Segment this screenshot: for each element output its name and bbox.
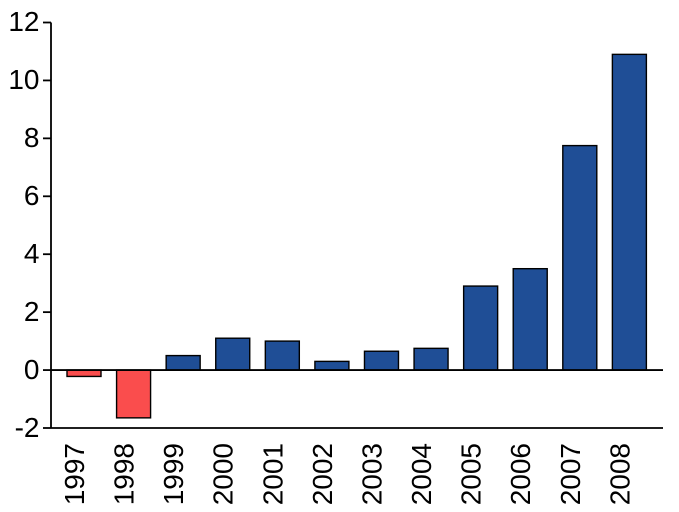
svg-text:6: 6 — [24, 180, 40, 211]
svg-text:4: 4 — [24, 238, 40, 269]
svg-text:-2: -2 — [15, 412, 40, 443]
svg-text:2: 2 — [24, 296, 40, 327]
svg-text:8: 8 — [24, 122, 40, 153]
svg-text:12: 12 — [8, 6, 39, 37]
svg-text:2003: 2003 — [356, 443, 387, 505]
svg-text:1999: 1999 — [158, 443, 189, 505]
svg-text:2008: 2008 — [604, 443, 635, 505]
svg-text:1998: 1998 — [109, 443, 140, 505]
svg-text:2007: 2007 — [555, 443, 586, 505]
svg-text:2005: 2005 — [456, 443, 487, 505]
svg-text:1997: 1997 — [59, 443, 90, 505]
svg-text:2000: 2000 — [208, 443, 239, 505]
svg-text:10: 10 — [8, 64, 39, 95]
svg-text:2002: 2002 — [307, 443, 338, 505]
svg-text:2001: 2001 — [257, 443, 288, 505]
svg-text:2006: 2006 — [505, 443, 536, 505]
svg-text:2004: 2004 — [406, 443, 437, 505]
svg-text:0: 0 — [24, 354, 40, 385]
